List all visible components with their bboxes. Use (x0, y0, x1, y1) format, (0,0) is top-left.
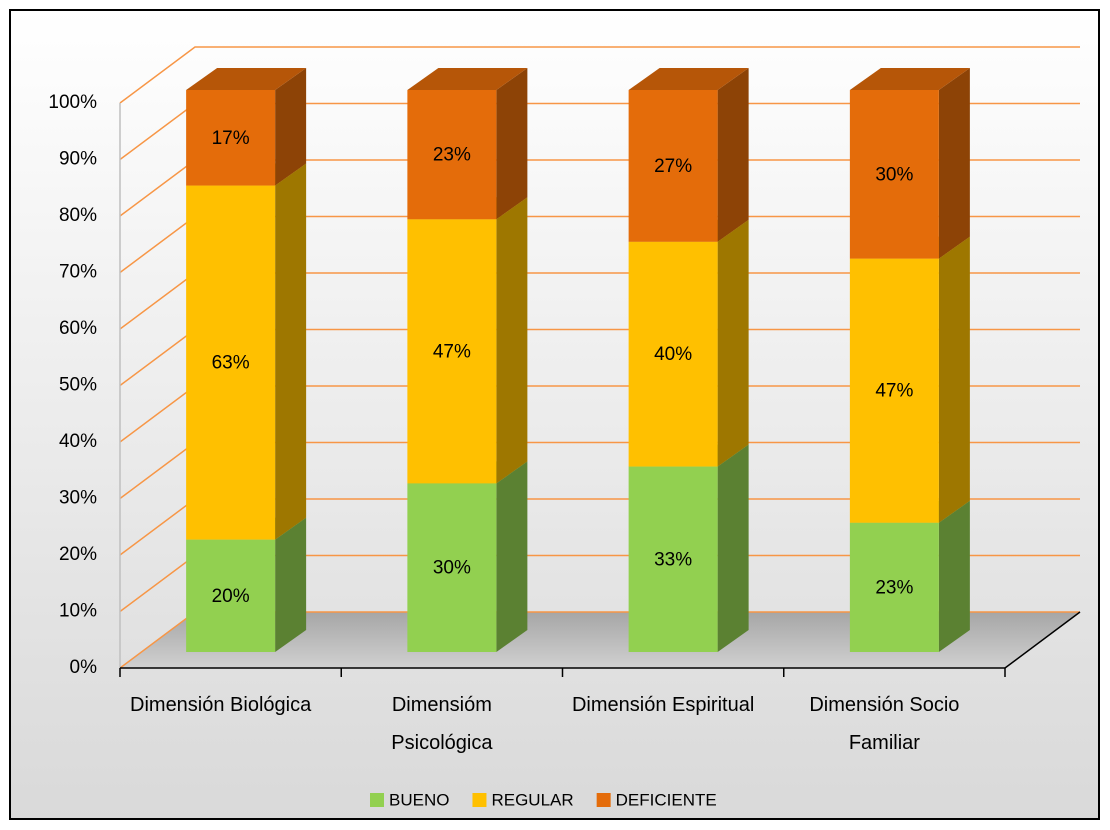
data-label: 27% (654, 156, 692, 177)
y-tick-label: 30% (59, 488, 97, 509)
bar-side (938, 236, 970, 523)
bar-side (938, 68, 970, 259)
bar-side (496, 197, 528, 484)
bar (407, 90, 497, 220)
x-tick-label: Dimensióm Psicológica (391, 694, 493, 754)
floor (120, 612, 1080, 668)
data-label: 17% (212, 128, 250, 149)
x-tick-label: Dimensión Espiritual (571, 694, 755, 716)
floor-edge (1004, 611, 1081, 669)
bar-top (407, 68, 528, 90)
bar-side (496, 461, 528, 652)
data-label: 23% (875, 577, 913, 598)
grid-line (119, 46, 1080, 104)
data-label: 40% (654, 344, 692, 365)
data-label: 30% (875, 164, 913, 185)
y-tick-label: 70% (59, 262, 97, 283)
bar (628, 241, 718, 467)
y-tick-label: 20% (59, 544, 97, 565)
y-tick-label: 50% (59, 375, 97, 396)
y-tick-label: 100% (48, 92, 97, 113)
legend-swatch (596, 793, 611, 807)
bar-side (717, 444, 749, 652)
bar-side (275, 163, 307, 540)
y-tick-label: 80% (59, 205, 97, 226)
data-label: 30% (433, 558, 471, 579)
bar-top (186, 68, 307, 90)
legend-swatch (472, 793, 487, 807)
bar-side (496, 68, 528, 220)
bar-side (717, 68, 749, 242)
data-label: 33% (654, 549, 692, 570)
bar (186, 185, 276, 540)
legend-label: DEFICIENTE (616, 790, 717, 809)
y-tick-label: 90% (59, 149, 97, 170)
bar (849, 90, 939, 259)
data-label: 20% (212, 586, 250, 607)
data-label: 47% (433, 341, 471, 362)
bar (628, 90, 718, 242)
bar (186, 90, 276, 186)
bar-side (717, 219, 749, 467)
bar (849, 258, 939, 523)
bar (186, 539, 276, 652)
legend-swatch (370, 793, 384, 807)
data-label: 23% (433, 145, 471, 166)
y-tick-label: 10% (59, 601, 97, 622)
x-tick-label: Dimensión Biológica (130, 694, 312, 716)
data-label: 47% (875, 381, 913, 402)
bar-top (628, 68, 749, 90)
bar (407, 219, 497, 484)
legend-label: BUENO (389, 790, 449, 809)
x-tick-label: Dimensión Socio Familiar (809, 694, 960, 754)
bar-side (275, 68, 307, 186)
bar (407, 483, 497, 652)
y-tick-label: 60% (59, 318, 97, 339)
bar (849, 522, 939, 652)
bar-top (849, 68, 970, 90)
data-label: 63% (212, 353, 250, 374)
y-tick-label: 40% (59, 431, 97, 452)
y-tick-label: 0% (70, 657, 98, 678)
bar-side (275, 517, 307, 652)
legend-label: REGULAR (491, 790, 573, 809)
bar (628, 466, 718, 652)
bar-side (938, 500, 970, 652)
